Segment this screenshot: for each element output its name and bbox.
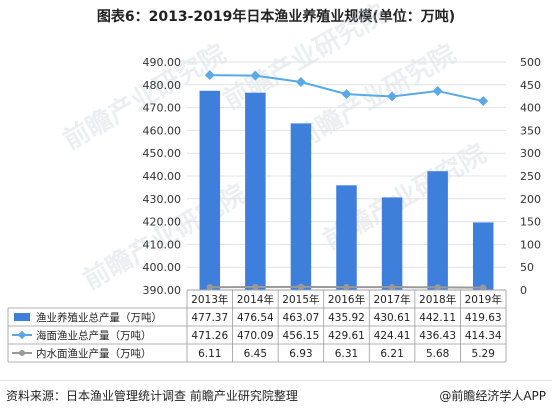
y-right-tick-label: 50 (520, 261, 534, 274)
sea-fishery-point (204, 70, 215, 81)
chart-title: 图表6：2013-2019年日本渔业养殖业规模(单位：万吨) (96, 9, 456, 25)
bar (472, 222, 494, 290)
data-label: 6.11 (198, 348, 221, 360)
legend-label: 内水面渔业产量（万吨） (36, 347, 152, 360)
bar (381, 197, 403, 290)
x-category-label: 2019年 (465, 293, 502, 306)
data-label: 6.93 (289, 348, 312, 360)
bar (245, 92, 266, 290)
legend-key-marker (19, 350, 25, 356)
inland-fishery-point (343, 283, 350, 291)
x-category-label: 2013年 (191, 293, 228, 306)
data-label: 414.34 (465, 330, 502, 342)
data-label: 5.29 (472, 348, 495, 360)
data-label: 424.41 (374, 330, 411, 342)
legend-key-marker (17, 330, 27, 340)
y-right-tick-label: 150 (520, 216, 541, 229)
y-left-tick-label: 450.00 (143, 147, 182, 160)
bar (427, 171, 448, 290)
x-category-label: 2016年 (328, 293, 365, 306)
data-label: 470.09 (237, 330, 274, 342)
data-label: 430.61 (374, 312, 411, 324)
data-label: 429.61 (328, 330, 365, 342)
data-label: 5.68 (426, 348, 449, 360)
x-category-label: 2017年 (373, 293, 410, 306)
x-category-label: 2015年 (282, 293, 319, 306)
bar (199, 90, 221, 290)
data-label: 435.92 (328, 312, 365, 324)
y-right-tick-label: 200 (520, 193, 541, 206)
y-left-tick-label: 480.00 (143, 79, 182, 92)
sea-fishery-point (432, 86, 443, 96)
y-right-tick-label: 500 (520, 56, 541, 69)
bar (290, 123, 312, 291)
legend-label: 渔业养殖业总产量（万吨） (36, 311, 162, 324)
x-category-label: 2014年 (237, 293, 274, 306)
y-left-tick-label: 390.00 (143, 284, 182, 297)
y-right-tick-label: 0 (520, 284, 527, 297)
inland-fishery-point (252, 283, 259, 291)
y-left-tick-label: 430.00 (143, 193, 182, 206)
inland-fishery-point (388, 283, 396, 291)
y-right-tick-label: 100 (520, 238, 541, 251)
brand-label: @前瞻经济学人APP (439, 389, 546, 403)
y-left-tick-label: 410.00 (143, 238, 182, 251)
y-left-tick-label: 420.00 (143, 216, 182, 229)
y-left-tick-label: 400.00 (143, 261, 182, 274)
data-label: 477.37 (191, 312, 228, 324)
data-label: 6.31 (335, 348, 358, 360)
y-left-tick-label: 460.00 (143, 124, 182, 137)
data-label: 419.63 (465, 312, 502, 324)
data-label: 471.26 (191, 330, 228, 342)
data-label: 6.45 (244, 348, 267, 360)
data-label: 442.11 (419, 312, 456, 324)
y-right-tick-label: 400 (520, 102, 541, 115)
y-left-tick-label: 470.00 (143, 102, 182, 115)
inland-fishery-point (297, 283, 305, 291)
y-right-tick-label: 450 (520, 79, 541, 92)
data-label: 476.54 (237, 312, 274, 324)
bar (336, 185, 357, 290)
source-note: 资料来源：日本渔业管理统计调查 前瞻产业研究院整理 (6, 389, 298, 403)
data-table: 2013年 2014年 2015年 2016年 2017年 2018年 2019年渔业养殖业… (7, 289, 507, 363)
data-label: 456.15 (283, 330, 320, 342)
y-left-tick-label: 440.00 (143, 170, 182, 183)
inland-fishery-point (480, 284, 487, 291)
inland-fishery-point (206, 284, 213, 291)
data-label: 436.43 (419, 330, 456, 342)
inland-fishery-point (434, 284, 441, 291)
y-right-tick-label: 300 (520, 147, 541, 160)
y-right-tick-label: 250 (520, 170, 541, 183)
bar-layer (199, 90, 494, 291)
sea-fishery-point (478, 96, 489, 107)
legend-key-bar (14, 313, 30, 321)
legend-label: 海面渔业总产量（万吨） (36, 329, 152, 342)
x-category-label: 2018年 (419, 293, 456, 306)
footer-divider (0, 380, 552, 381)
y-left-tick-label: 490.00 (143, 56, 182, 69)
y-right-tick-label: 350 (520, 124, 541, 137)
data-label: 6.21 (380, 348, 403, 360)
data-label: 463.07 (283, 312, 320, 324)
